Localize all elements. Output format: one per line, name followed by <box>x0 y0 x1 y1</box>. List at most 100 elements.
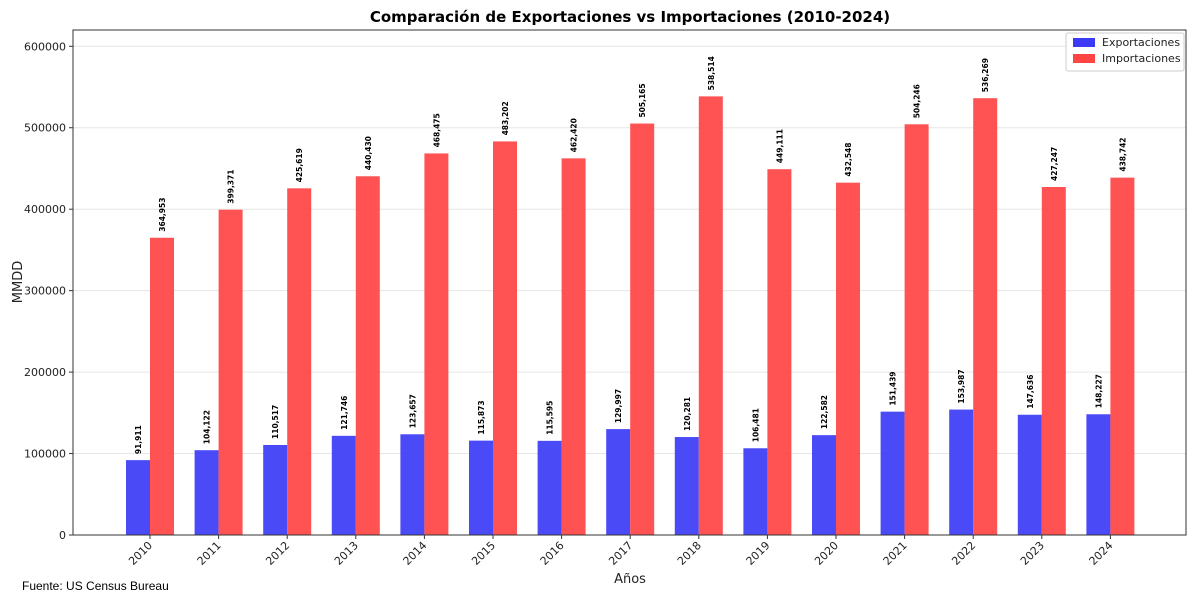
legend-label-importaciones: Importaciones <box>1102 52 1181 65</box>
value-label-importaciones-2011: 399,371 <box>227 170 236 204</box>
value-label-exportaciones-2019: 106,481 <box>751 408 760 442</box>
bar-importaciones-2022 <box>973 98 998 535</box>
x-tick-label: 2020 <box>812 539 841 568</box>
y-tick-label: 300000 <box>24 285 66 298</box>
bar-exportaciones-2024 <box>1086 414 1111 535</box>
value-label-importaciones-2018: 538,514 <box>707 56 716 90</box>
x-tick-label: 2011 <box>195 539 224 568</box>
value-label-importaciones-2021: 504,246 <box>913 84 922 118</box>
legend-swatch-exportaciones <box>1073 38 1095 47</box>
bar-importaciones-2018 <box>698 96 723 536</box>
bar-exportaciones-2016 <box>537 440 562 535</box>
value-label-exportaciones-2016: 115,595 <box>546 401 555 435</box>
legend-box <box>1065 32 1185 72</box>
bar-importaciones-2019 <box>767 169 792 536</box>
y-tick-label: 100000 <box>24 448 66 461</box>
legend-swatch-importaciones <box>1073 54 1095 63</box>
bars <box>126 96 1135 536</box>
bar-exportaciones-2011 <box>194 450 219 535</box>
bar-exportaciones-2014 <box>400 434 425 535</box>
value-label-importaciones-2020: 432,548 <box>844 143 853 177</box>
bar-exportaciones-2013 <box>331 435 356 535</box>
bar-importaciones-2024 <box>1110 177 1135 535</box>
value-label-importaciones-2019: 449,111 <box>775 129 784 163</box>
y-tick-label: 600000 <box>24 40 66 53</box>
x-tick-label: 2015 <box>469 539 498 568</box>
x-tick-label: 2024 <box>1087 539 1116 568</box>
bar-exportaciones-2012 <box>263 444 288 535</box>
x-tick-label: 2014 <box>401 539 430 568</box>
value-label-importaciones-2023: 427,247 <box>1050 147 1059 181</box>
value-label-importaciones-2012: 425,619 <box>295 148 304 182</box>
value-label-exportaciones-2011: 104,122 <box>203 410 212 444</box>
value-label-importaciones-2010: 364,953 <box>158 198 167 232</box>
value-labels: 91,911 364,953 104,122 399,371 110,517 425,61… <box>134 56 1127 454</box>
value-label-importaciones-2017: 505,165 <box>638 83 647 117</box>
chart-title: Comparación de Exportaciones vs Importac… <box>370 8 890 26</box>
value-label-exportaciones-2021: 151,439 <box>889 371 898 405</box>
bar-exportaciones-2017 <box>606 429 631 535</box>
value-label-importaciones-2015: 483,202 <box>501 101 510 135</box>
bar-importaciones-2012 <box>287 188 312 535</box>
y-tick-label: 200000 <box>24 366 66 379</box>
x-tick-label: 2016 <box>538 539 567 568</box>
x-tick-label: 2013 <box>332 539 361 568</box>
bar-importaciones-2016 <box>561 158 586 536</box>
bar-exportaciones-2018 <box>674 437 699 535</box>
bar-importaciones-2023 <box>1041 187 1066 535</box>
bar-importaciones-2015 <box>493 141 517 535</box>
value-label-exportaciones-2015: 115,873 <box>477 400 486 434</box>
bar-importaciones-2021 <box>904 124 929 535</box>
value-label-importaciones-2024: 438,742 <box>1118 137 1127 171</box>
bar-exportaciones-2020 <box>812 435 836 535</box>
bar-importaciones-2013 <box>355 176 380 535</box>
y-tick-label: 400000 <box>24 203 66 216</box>
x-tick-label: 2021 <box>881 539 910 568</box>
value-label-importaciones-2013: 440,430 <box>364 136 373 170</box>
y-axis: 0 100000 200000 300000 400000 500000 600000 <box>24 40 73 542</box>
y-tick-label: 500000 <box>24 122 66 135</box>
bar-exportaciones-2023 <box>1017 414 1042 535</box>
bar-importaciones-2010 <box>150 237 174 535</box>
value-label-importaciones-2016: 462,420 <box>570 118 579 152</box>
y-axis-label: MMDD <box>11 261 26 303</box>
value-label-exportaciones-2018: 120,281 <box>683 397 692 431</box>
value-label-exportaciones-2020: 122,582 <box>820 395 829 429</box>
x-tick-label: 2012 <box>263 539 292 568</box>
value-label-exportaciones-2022: 153,987 <box>957 369 966 403</box>
value-label-exportaciones-2013: 121,746 <box>340 396 349 430</box>
x-tick-label: 2010 <box>126 539 155 568</box>
bar-exportaciones-2010 <box>126 460 150 535</box>
x-tick-label: 2017 <box>606 539 635 568</box>
bar-exportaciones-2015 <box>469 440 493 535</box>
value-label-exportaciones-2014: 123,657 <box>408 394 417 428</box>
x-tick-label: 2019 <box>744 539 773 568</box>
bar-importaciones-2011 <box>218 209 243 535</box>
bar-importaciones-2020 <box>836 182 860 535</box>
value-label-importaciones-2022: 536,269 <box>981 58 990 92</box>
value-label-exportaciones-2024: 148,227 <box>1094 374 1103 408</box>
value-label-exportaciones-2010: 91,911 <box>134 425 143 454</box>
bar-importaciones-2017 <box>630 123 655 535</box>
bar-importaciones-2014 <box>424 153 449 535</box>
bar-exportaciones-2022 <box>949 409 974 535</box>
bar-exportaciones-2019 <box>743 448 768 535</box>
bar-exportaciones-2021 <box>880 411 905 535</box>
value-label-exportaciones-2012: 110,517 <box>271 405 280 439</box>
source-note: Fuente: US Census Bureau <box>22 579 169 593</box>
x-axis-label: Años <box>614 572 646 587</box>
value-label-exportaciones-2017: 129,997 <box>614 389 623 423</box>
grid-lines <box>73 45 1186 536</box>
legend: Exportaciones Importaciones <box>1065 32 1185 72</box>
x-axis: 2010 2011 2012 2013 2014 2015 2016 2017 2018 2019… <box>126 535 1116 568</box>
x-tick-label: 2023 <box>1018 539 1047 568</box>
y-tick-label: 0 <box>59 529 66 542</box>
x-tick-label: 2018 <box>675 539 704 568</box>
value-label-exportaciones-2023: 147,636 <box>1026 375 1035 409</box>
value-label-importaciones-2014: 468,475 <box>432 113 441 147</box>
plot-frame <box>72 29 1187 536</box>
legend-label-exportaciones: Exportaciones <box>1102 36 1180 49</box>
x-tick-label: 2022 <box>949 539 978 568</box>
